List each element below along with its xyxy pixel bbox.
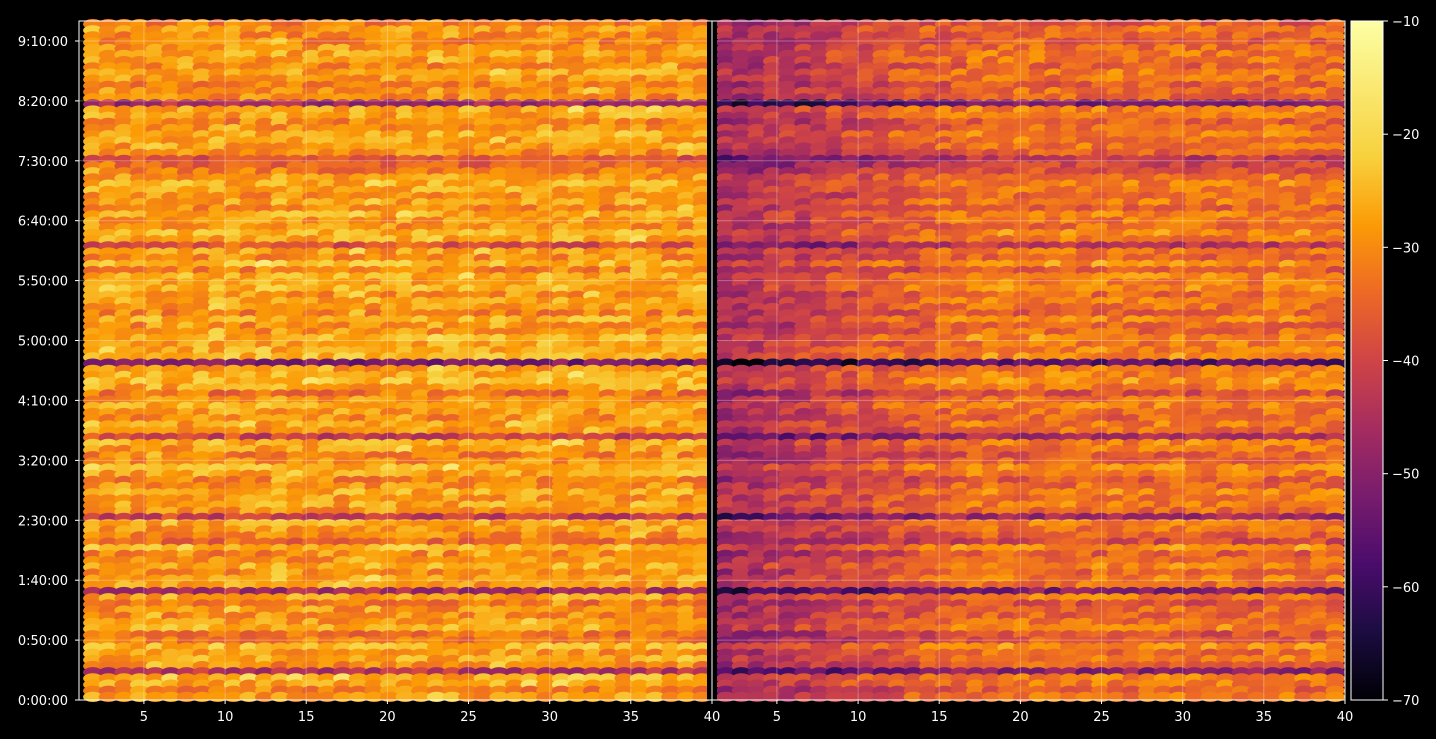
heatmap-panel-1 — [83, 19, 712, 703]
plot-area — [78, 19, 1346, 703]
